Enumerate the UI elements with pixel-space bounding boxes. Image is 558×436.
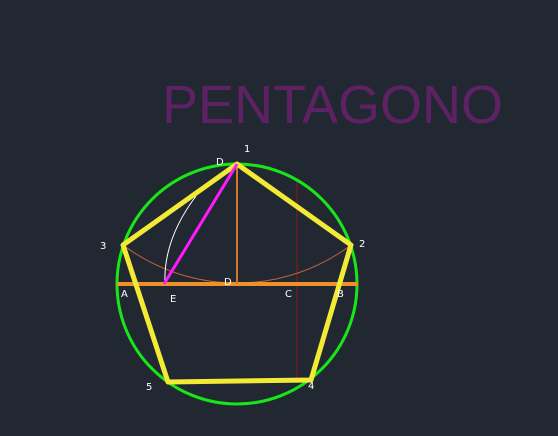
point-label-e: E (170, 294, 176, 305)
point-label-a: A (121, 289, 128, 300)
point-label-top-d: D (216, 157, 224, 168)
pentagon (120, 161, 354, 385)
chord-1-e (162, 163, 239, 285)
vertex-label-4: 4 (308, 381, 314, 392)
point-label-c: C (285, 289, 292, 300)
vertex-label-1: 1 (244, 144, 250, 155)
vertex-label-5: 5 (146, 382, 152, 393)
point-label-d: D (224, 277, 232, 288)
construction-arc-e (164, 195, 197, 285)
vertex-label-2: 2 (359, 239, 365, 250)
diagram-title: PENTAGONO (162, 75, 503, 135)
vertex-label-3: 3 (100, 241, 106, 252)
point-label-b: B (337, 289, 344, 300)
